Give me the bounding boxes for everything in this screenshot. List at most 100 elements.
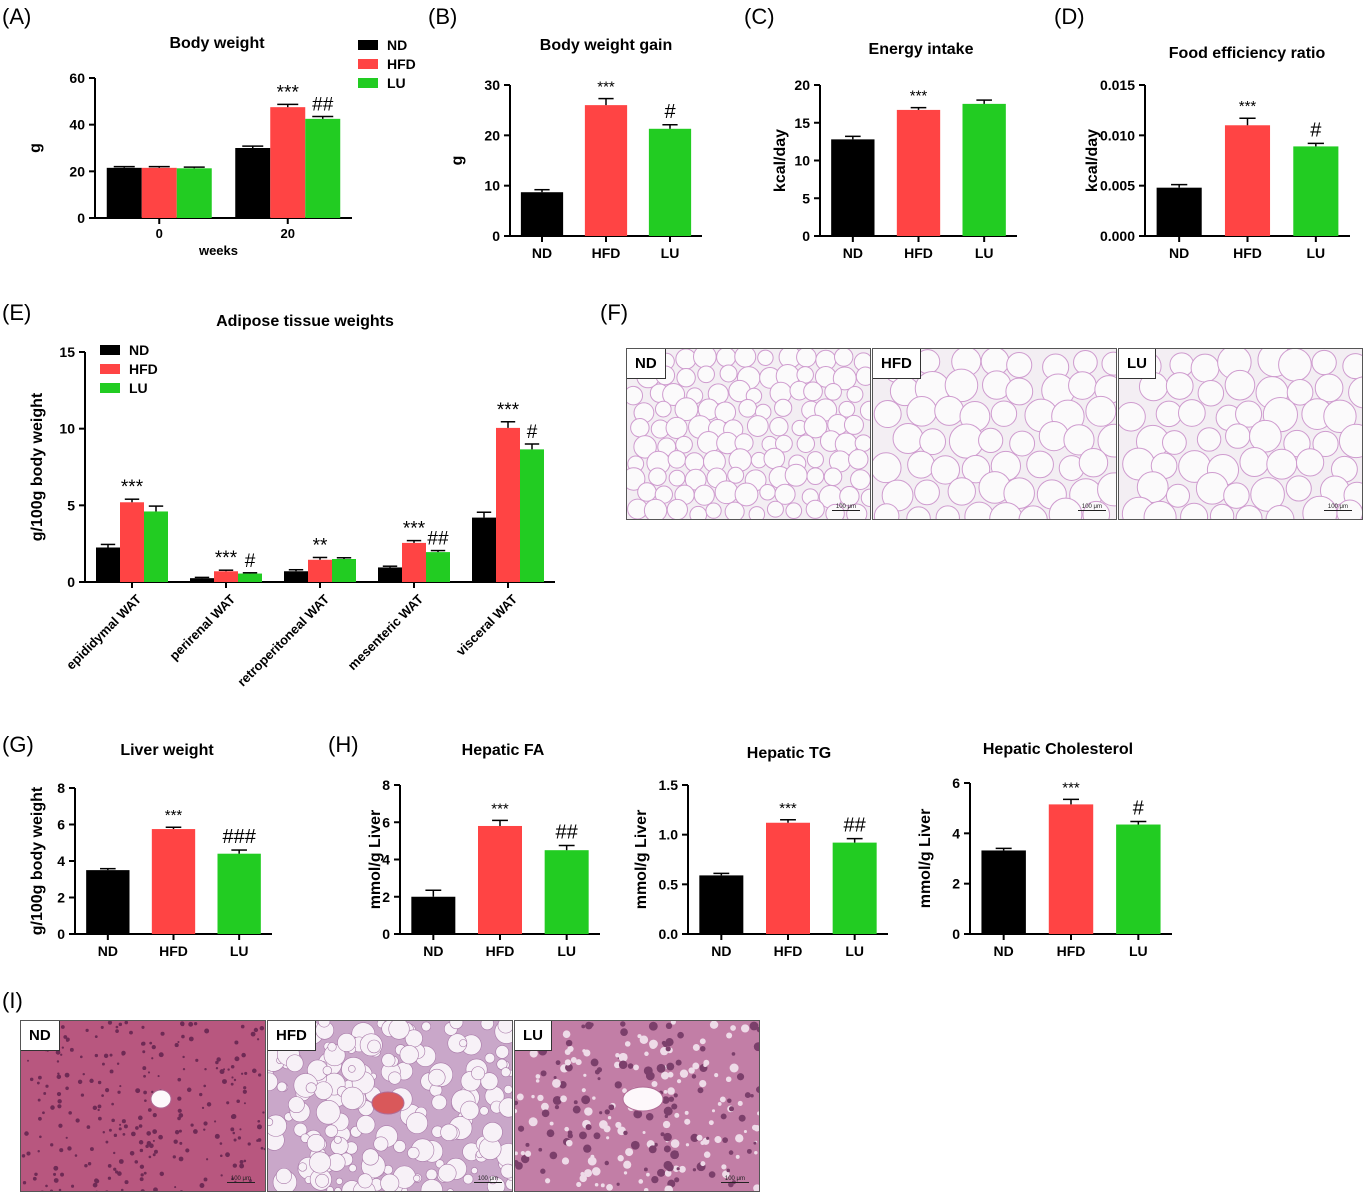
hepatocyte-dot — [633, 1064, 639, 1071]
hepatocyte-dot — [585, 1021, 593, 1030]
hepatocyte-dot — [708, 1120, 714, 1126]
nucleus — [37, 1150, 40, 1153]
adipocyte — [1342, 353, 1362, 380]
nucleus — [34, 1172, 38, 1177]
x-tick-label: mesenteric WAT — [345, 591, 426, 672]
significance-mark: *** — [215, 548, 238, 569]
y-axis-label: g — [449, 156, 466, 166]
hepatocyte-dot — [623, 1160, 632, 1169]
adipocyte — [848, 449, 869, 470]
x-tick-label: ND — [994, 943, 1014, 959]
nucleus — [53, 1172, 57, 1176]
nucleus — [252, 1068, 257, 1074]
hepatocyte-dot — [597, 1077, 601, 1081]
nucleus — [240, 1024, 245, 1029]
hepatocyte-dot — [754, 1150, 758, 1155]
x-tick-label: LU — [845, 943, 864, 959]
nucleus — [220, 1174, 223, 1177]
adipocyte — [1223, 482, 1250, 509]
significance-mark: ### — [222, 826, 256, 848]
adipocyte — [719, 364, 738, 383]
nucleus — [148, 1155, 152, 1159]
nucleus — [68, 1111, 72, 1115]
hepatocyte-dot — [743, 1024, 748, 1029]
adipocyte — [746, 415, 769, 437]
adipocyte — [759, 484, 776, 501]
hepatocyte-dot — [656, 1063, 666, 1073]
micrograph-tag: LU — [1119, 349, 1156, 379]
adipocyte — [846, 503, 868, 519]
lipid-droplet — [440, 1123, 458, 1141]
y-axis-label: g/100g body weight — [29, 392, 46, 541]
adipocyte — [1165, 372, 1194, 400]
chart-body-weight-gain: Body weight gain 0 10 20 30 g ND HFD *** LU # — [449, 37, 702, 261]
hepatocyte-dot — [616, 1182, 620, 1186]
y-tick-label: 0.5 — [659, 876, 679, 892]
nucleus — [141, 1025, 145, 1029]
nucleus — [43, 1092, 47, 1095]
adipocyte — [1085, 395, 1116, 427]
nucleus — [38, 1075, 42, 1080]
nucleus — [152, 1153, 156, 1157]
significance-mark: *** — [491, 800, 509, 817]
chart-energy-intake: Energy intake 0 5 10 15 20 kcal/day ND HFD *** LU — [772, 41, 1017, 261]
adipocyte — [1235, 400, 1263, 428]
significance-mark: # — [1310, 119, 1322, 141]
nucleus — [177, 1077, 182, 1082]
hepatocyte-dot — [703, 1062, 708, 1067]
lipid-droplet — [438, 1163, 457, 1183]
adipocyte — [1250, 477, 1285, 512]
adipocyte — [1338, 423, 1362, 459]
adipocyte — [1209, 503, 1235, 519]
bar-nd-mesenteric-wat — [378, 567, 402, 582]
nucleus — [64, 1072, 70, 1078]
hepatocyte-dot — [726, 1168, 731, 1173]
y-tick-label: 10 — [794, 153, 810, 169]
hepatocyte-dot — [674, 1177, 680, 1183]
hepatocyte-dot — [670, 1139, 680, 1148]
significance-mark: # — [664, 101, 676, 123]
hepatocyte-dot — [749, 1021, 759, 1031]
hepatocyte-dot — [555, 1060, 561, 1066]
adipocyte — [1286, 378, 1314, 406]
nucleus — [158, 1134, 163, 1140]
nucleus — [190, 1123, 194, 1127]
hepatocyte-dot — [545, 1178, 551, 1184]
hepatocyte-dot — [722, 1170, 730, 1178]
nucleus — [203, 1128, 206, 1131]
hepatocyte-dot — [668, 1096, 675, 1102]
adipocyte — [990, 400, 1018, 427]
nucleus — [223, 1068, 226, 1071]
nucleus — [85, 1028, 89, 1032]
hepatocyte-dot — [627, 1063, 634, 1069]
lipid-droplet — [407, 1146, 420, 1160]
significance-mark: # — [527, 422, 538, 443]
nucleus — [135, 1126, 139, 1130]
adipocyte — [843, 414, 864, 435]
hepatocyte-dot — [696, 1134, 703, 1141]
lipid-droplet — [449, 1021, 464, 1030]
lipid-droplet — [388, 1071, 402, 1085]
nucleus — [193, 1021, 198, 1026]
adipocyte — [633, 435, 657, 459]
nucleus — [38, 1116, 42, 1121]
chart-adipose-tissue-weights: Adipose tissue weights 0 5 10 15 g/100g body … — [29, 313, 555, 689]
hepatocyte-dot — [664, 1185, 673, 1191]
adipocyte — [855, 366, 870, 386]
y-tick-label: 6 — [57, 817, 65, 833]
nucleus — [118, 1127, 122, 1131]
hepatocyte-dot — [581, 1088, 586, 1093]
adipocyte — [724, 501, 745, 519]
nucleus — [60, 1025, 65, 1029]
nucleus — [206, 1102, 212, 1107]
nucleus — [142, 1066, 147, 1071]
nucleus — [57, 1104, 62, 1109]
adipocyte — [766, 500, 784, 518]
nucleus — [66, 1039, 69, 1042]
hepatocyte-dot — [594, 1069, 600, 1075]
panel-label-g: (G) — [2, 732, 34, 757]
nucleus — [188, 1021, 194, 1027]
x-tick-label: 0 — [156, 226, 163, 241]
nucleus — [186, 1087, 192, 1093]
hepatocyte-dot — [675, 1059, 682, 1066]
